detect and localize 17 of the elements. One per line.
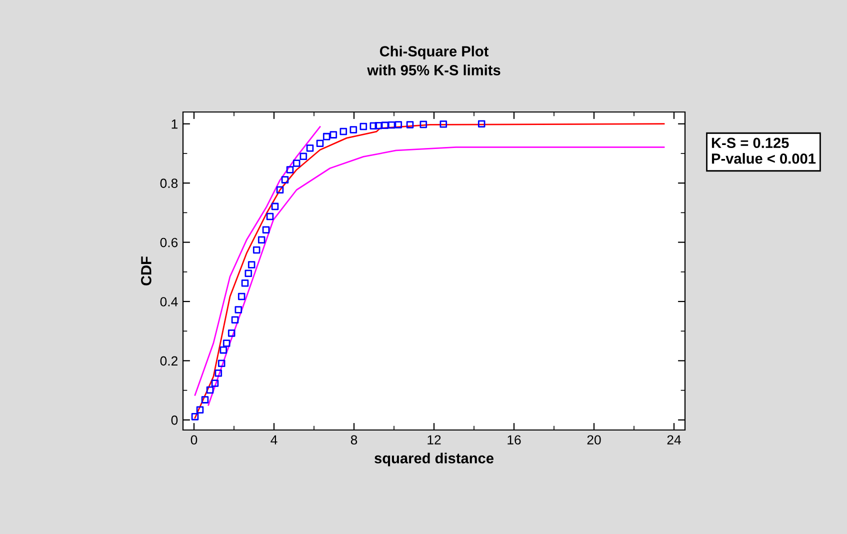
chart-title: Chi-Square Plot with 95% K-S limits (367, 46, 500, 76)
x-tick-label: 0 (190, 435, 198, 445)
text: K-S = 0.125 P-value < 0.001 (712, 138, 816, 164)
y-tick-label: 0.6 (160, 238, 178, 248)
y-tick-label: 0.4 (160, 297, 178, 306)
y-tick-label: 0.2 (160, 356, 178, 366)
x-tick-label: 12 (428, 435, 441, 444)
x-tick-label: 8 (350, 435, 358, 445)
x-tick-label: 4 (270, 435, 278, 444)
x-tick-label: 16 (508, 435, 521, 445)
y-tick-label: 0 (171, 416, 178, 425)
y-tick-label: 0.8 (160, 178, 178, 188)
x-tick-label: 24 (667, 435, 681, 444)
x-axis-title: squared distance (374, 452, 494, 466)
y-axis-title: CDF (141, 256, 152, 286)
y-tick-label: 1 (172, 120, 178, 129)
x-tick-label: 20 (587, 435, 601, 445)
